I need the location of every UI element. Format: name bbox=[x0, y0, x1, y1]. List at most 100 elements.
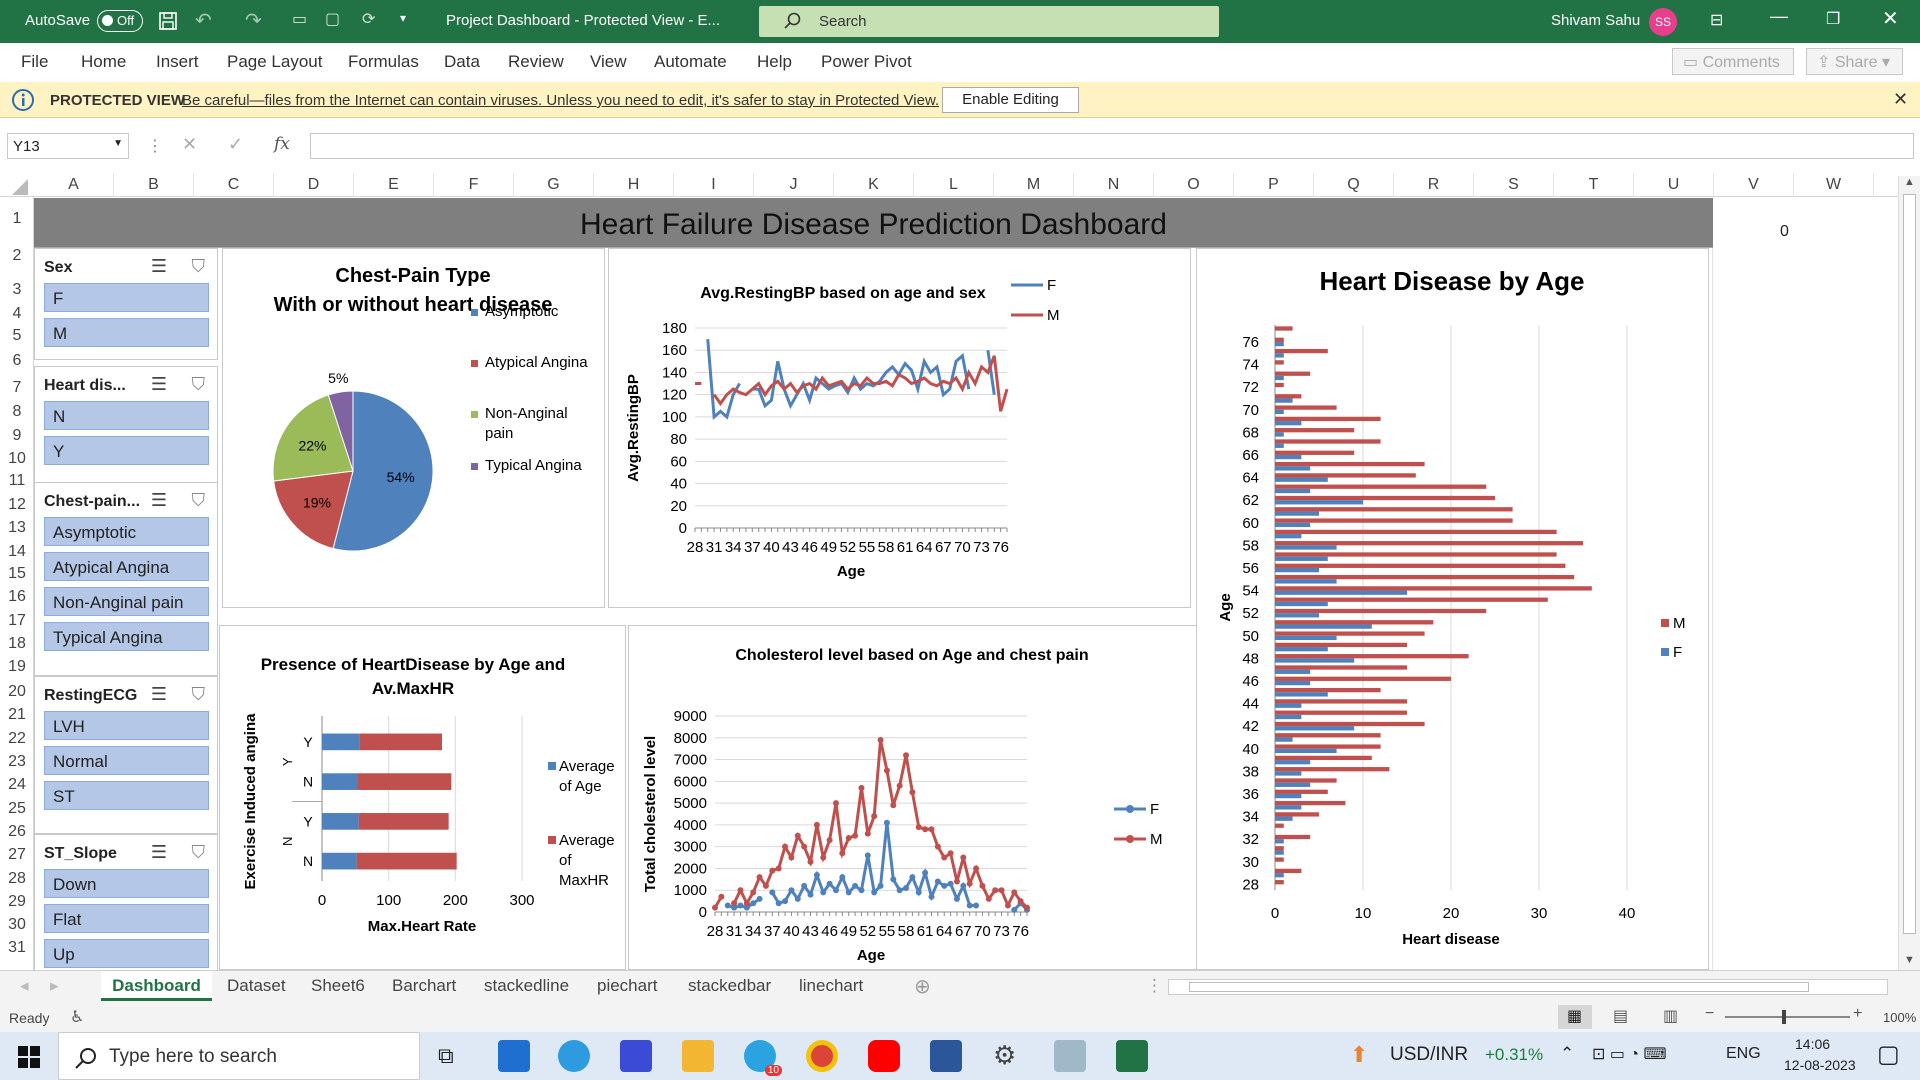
touch-mode-icon[interactable]: ▭ bbox=[292, 11, 308, 28]
row-header[interactable]: 11 bbox=[8, 472, 26, 489]
slicer-item-down[interactable]: Down bbox=[44, 869, 209, 898]
chart-heart-disease-age[interactable]: Heart Disease by Age 0 10 20 30 40 28 30 32 34 36 3… bbox=[1196, 248, 1709, 970]
column-header[interactable]: S bbox=[1474, 173, 1554, 197]
row-header[interactable]: 9 bbox=[12, 427, 22, 444]
row-header[interactable]: 25 bbox=[8, 800, 26, 817]
slicer-item-f[interactable]: F bbox=[44, 283, 209, 312]
tab-linechart[interactable]: linechart bbox=[799, 976, 864, 995]
slicer-item-n[interactable]: N bbox=[44, 401, 209, 430]
row-header[interactable]: 10 bbox=[8, 450, 26, 467]
app-icon[interactable] bbox=[620, 1040, 652, 1072]
row-header[interactable]: 8 bbox=[12, 403, 22, 420]
multi-select-icon[interactable]: ☰ bbox=[150, 684, 167, 704]
tab-automate[interactable]: Automate bbox=[654, 52, 727, 71]
clear-filter-icon[interactable]: ⛉ bbox=[191, 842, 206, 862]
comments-button[interactable]: ▭ Comments bbox=[1672, 48, 1794, 75]
row-header[interactable]: 19 bbox=[8, 658, 26, 675]
column-header[interactable]: U bbox=[1634, 173, 1714, 197]
tab-page-layout[interactable]: Page Layout bbox=[227, 52, 323, 71]
tab-stackedbar[interactable]: stackedbar bbox=[688, 976, 772, 995]
row-header[interactable]: 6 bbox=[12, 352, 22, 369]
column-header[interactable]: T bbox=[1554, 173, 1634, 197]
slicer-item-non-anginal-pain[interactable]: Non-Anginal pain bbox=[44, 587, 209, 616]
search-box[interactable]: Search bbox=[759, 6, 1219, 37]
zoom-thumb[interactable] bbox=[1782, 1010, 1786, 1024]
column-header[interactable]: E bbox=[354, 173, 434, 197]
column-header[interactable]: V bbox=[1714, 173, 1794, 197]
slicer-item-up[interactable]: Up bbox=[44, 939, 209, 968]
column-header[interactable]: O bbox=[1154, 173, 1234, 197]
tab-help[interactable]: Help bbox=[757, 52, 792, 71]
slicer-item-lvh[interactable]: LVH bbox=[44, 711, 209, 740]
word-icon[interactable] bbox=[930, 1040, 962, 1072]
close-bar-icon[interactable]: ✕ bbox=[1893, 89, 1909, 109]
language[interactable]: ENG bbox=[1726, 1045, 1761, 1062]
tab-formulas[interactable]: Formulas bbox=[348, 52, 419, 71]
horizontal-scrollbar[interactable] bbox=[1168, 979, 1888, 995]
windows-start-icon[interactable] bbox=[18, 1046, 40, 1068]
enter-icon[interactable]: ✓ bbox=[228, 134, 244, 154]
chrome-icon[interactable] bbox=[806, 1040, 838, 1072]
task-view-icon[interactable]: ⧉ bbox=[438, 1043, 454, 1068]
vertical-scrollbar[interactable]: ▲ ▼ bbox=[1898, 176, 1920, 970]
mail-icon[interactable] bbox=[498, 1040, 530, 1072]
accessibility-icon[interactable]: ♿ bbox=[70, 1009, 85, 1026]
slicer-item-asymptotic[interactable]: Asymptotic bbox=[44, 517, 209, 546]
share-button[interactable]: ⇪ Share ▾ bbox=[1806, 48, 1903, 75]
slicer-item-typical-angina[interactable]: Typical Angina bbox=[44, 622, 209, 651]
row-header[interactable]: 29 bbox=[8, 893, 26, 910]
clear-filter-icon[interactable]: ⛉ bbox=[191, 684, 206, 704]
zoom-in-icon[interactable]: + bbox=[1853, 1005, 1863, 1022]
select-all-icon[interactable] bbox=[12, 179, 28, 195]
cancel-icon[interactable]: ✕ bbox=[182, 134, 198, 154]
column-header[interactable]: K bbox=[834, 173, 914, 197]
row-header[interactable]: 15 bbox=[8, 565, 26, 582]
formula-input[interactable] bbox=[310, 133, 1914, 159]
tab-review[interactable]: Review bbox=[508, 52, 564, 71]
row-header[interactable]: 17 bbox=[8, 612, 26, 629]
close-icon[interactable]: ✕ bbox=[1882, 8, 1899, 30]
file-explorer-icon[interactable] bbox=[682, 1040, 714, 1072]
clear-filter-icon[interactable]: ⛉ bbox=[191, 490, 206, 510]
row-header[interactable]: 27 bbox=[8, 846, 26, 863]
row-header[interactable]: 7 bbox=[12, 379, 22, 396]
slicer-item-flat[interactable]: Flat bbox=[44, 904, 209, 933]
cell-v1[interactable]: 0 bbox=[1780, 223, 1789, 240]
ribbon-display-icon[interactable]: ⊟ bbox=[1710, 12, 1724, 29]
zoom-out-icon[interactable]: − bbox=[1705, 1005, 1715, 1022]
column-header[interactable]: G bbox=[514, 173, 594, 197]
prev-sheet-icon[interactable]: ◂ bbox=[20, 976, 29, 995]
redo-icon[interactable]: ↷ bbox=[245, 10, 262, 32]
tab-file[interactable]: File bbox=[21, 52, 49, 71]
row-header[interactable]: 4 bbox=[12, 305, 22, 322]
tab-sheet6[interactable]: Sheet6 bbox=[311, 976, 365, 995]
column-header[interactable]: I bbox=[674, 173, 754, 197]
tab-data[interactable]: Data bbox=[444, 52, 480, 71]
row-header[interactable]: 5 bbox=[12, 327, 22, 344]
column-header[interactable]: L bbox=[914, 173, 994, 197]
row-header[interactable]: 18 bbox=[8, 635, 26, 652]
minimize-icon[interactable]: — bbox=[1770, 6, 1788, 26]
chevron-up-icon[interactable]: ⌃ bbox=[1560, 1044, 1575, 1063]
column-header[interactable]: H bbox=[594, 173, 674, 197]
clock-time[interactable]: 14:06 bbox=[1795, 1036, 1831, 1052]
column-header[interactable]: J bbox=[754, 173, 834, 197]
tab-insert[interactable]: Insert bbox=[156, 52, 199, 71]
youtube-icon[interactable] bbox=[868, 1040, 900, 1072]
row-header[interactable]: 20 bbox=[8, 683, 26, 700]
clear-filter-icon[interactable]: ⛉ bbox=[191, 256, 206, 276]
column-header[interactable]: P bbox=[1234, 173, 1314, 197]
app-icon[interactable] bbox=[1054, 1040, 1086, 1072]
column-header[interactable]: M bbox=[994, 173, 1074, 197]
row-header[interactable]: 28 bbox=[8, 870, 26, 887]
scroll-thumb[interactable] bbox=[1903, 194, 1916, 934]
row-header[interactable]: 2 bbox=[12, 247, 22, 264]
column-header[interactable]: N bbox=[1074, 173, 1154, 197]
chart-max-hr[interactable]: Presence of HeartDisease by Age and Av.Ma… bbox=[219, 625, 626, 970]
customize-qat-icon[interactable]: ▾ bbox=[400, 11, 407, 25]
tab-piechart[interactable]: piechart bbox=[597, 976, 658, 995]
row-header[interactable]: 30 bbox=[8, 916, 26, 933]
slicer-item-st[interactable]: ST bbox=[44, 781, 209, 810]
notification-icon[interactable]: ▢ bbox=[1877, 1041, 1900, 1068]
zoom-level[interactable]: 100% bbox=[1883, 1010, 1917, 1025]
